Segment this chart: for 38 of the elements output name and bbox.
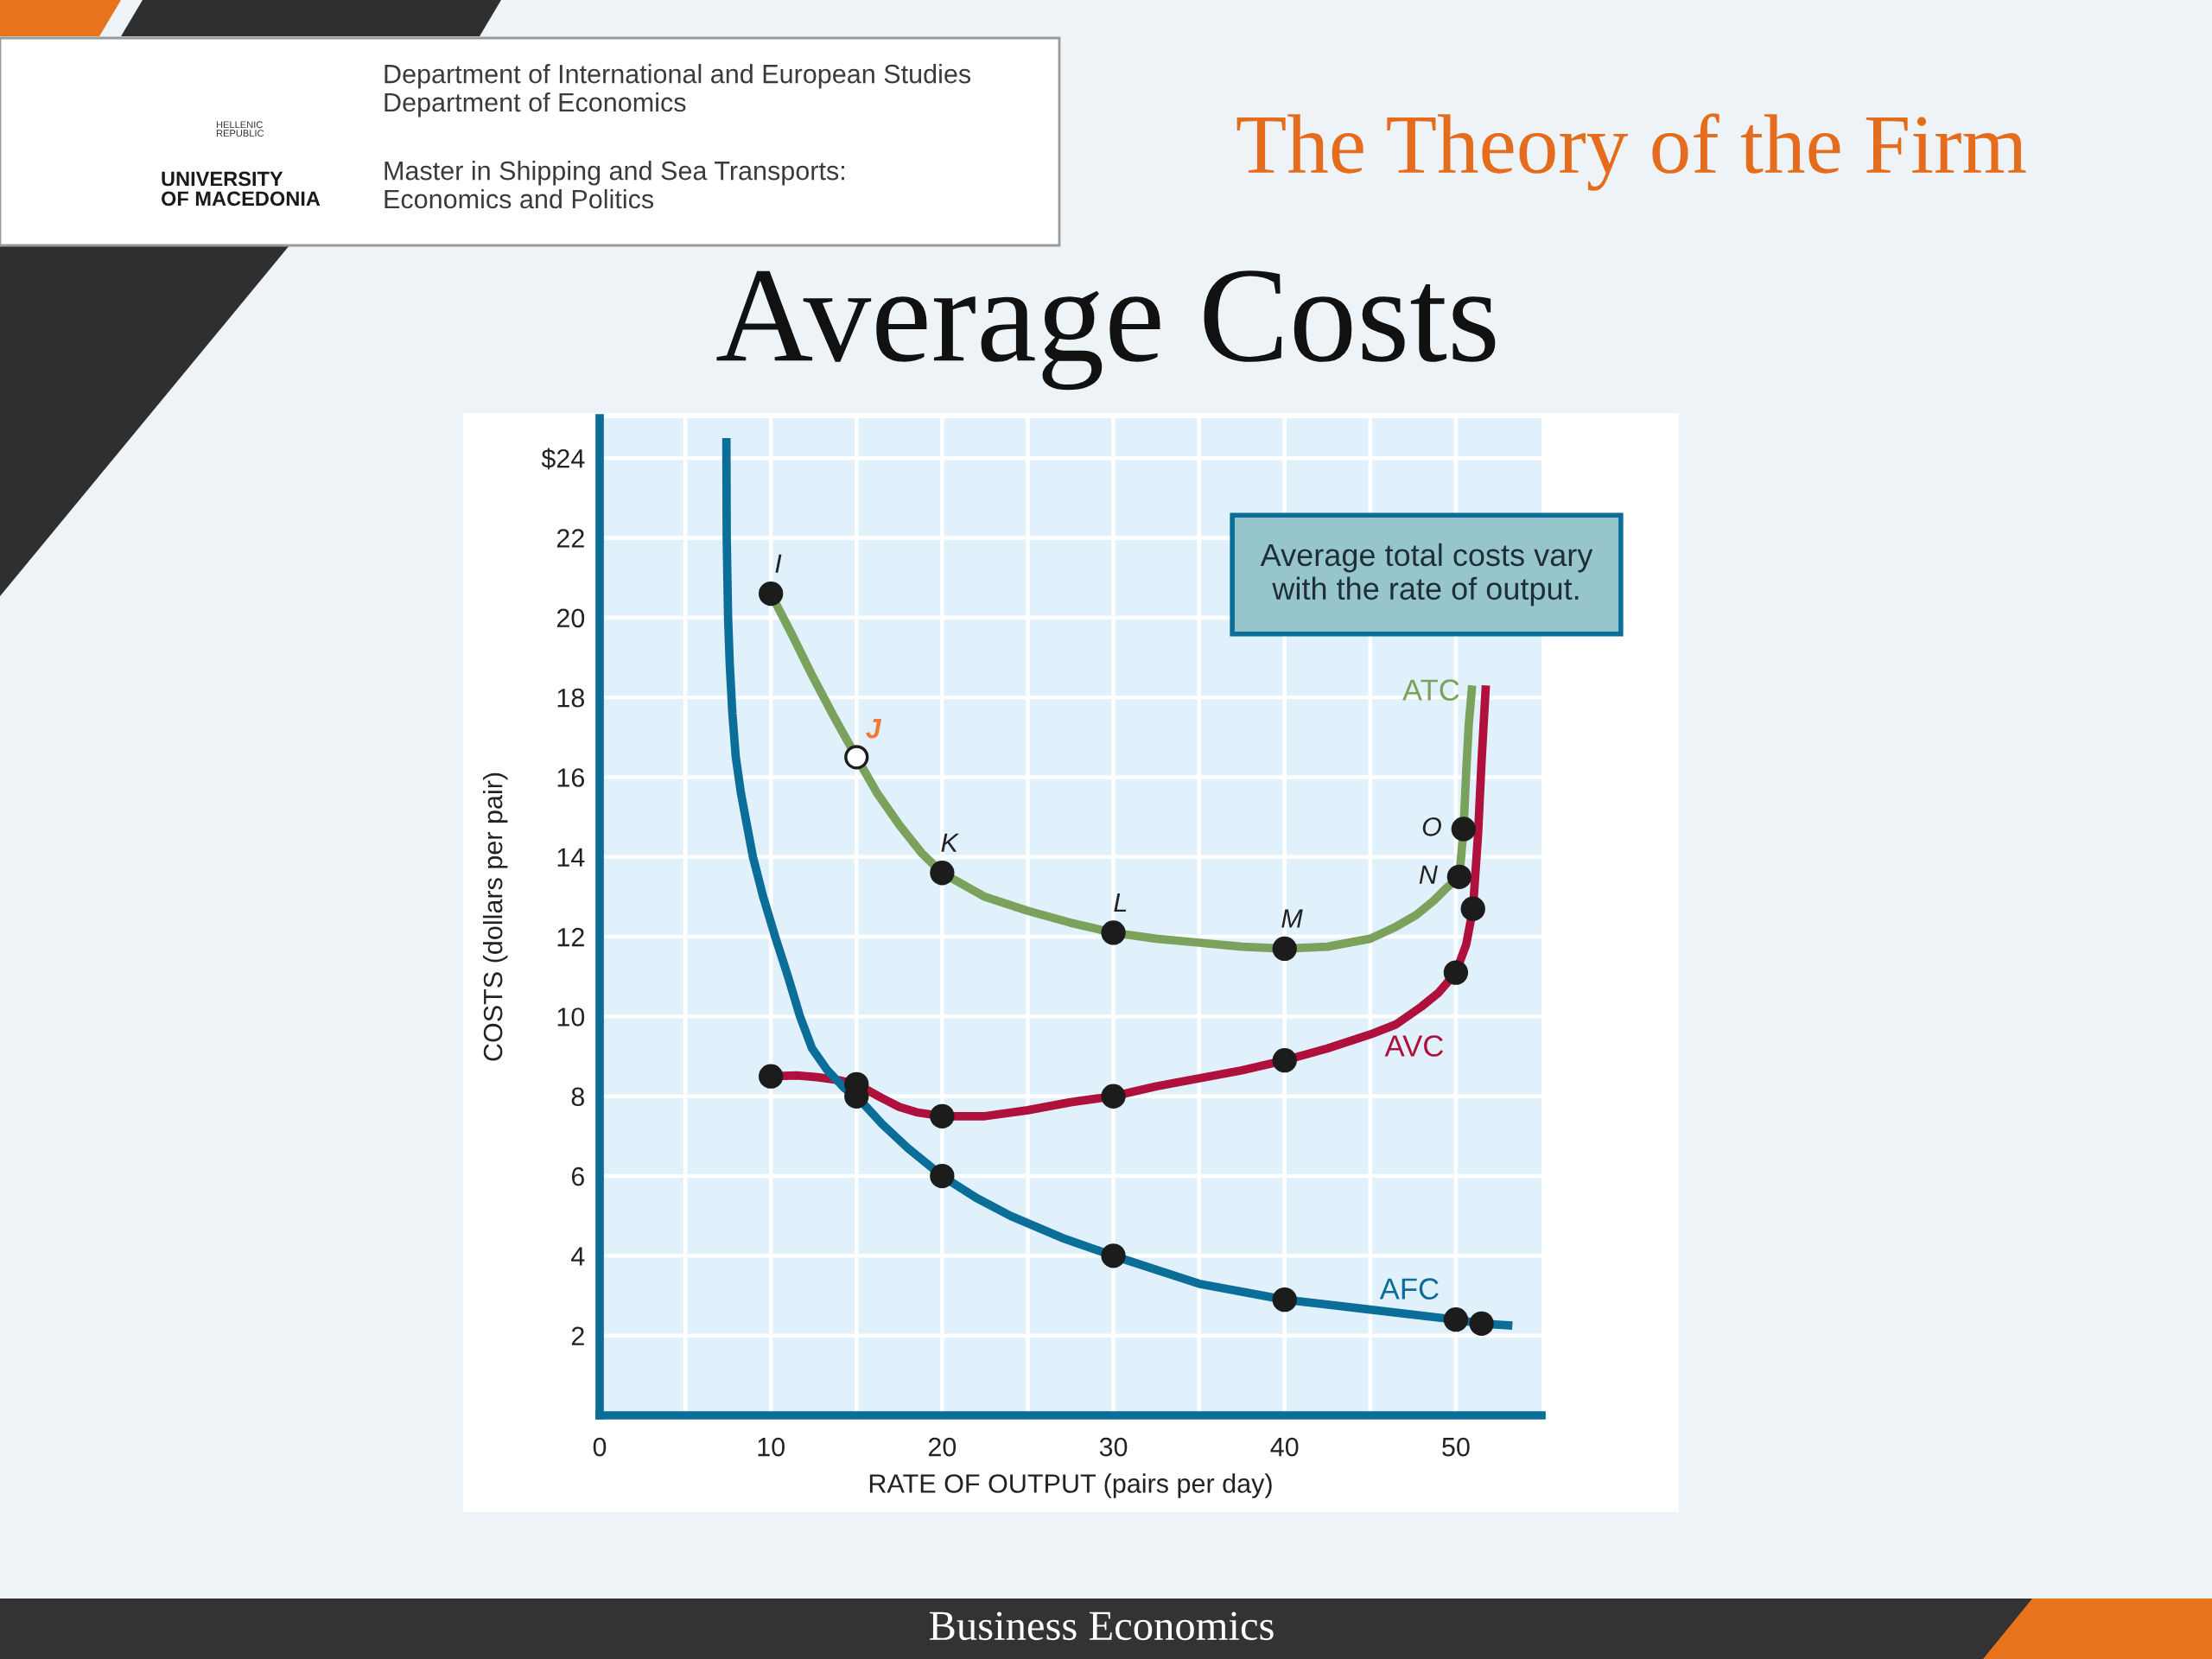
y-tick-label: 14 <box>557 848 585 867</box>
y-tick-label: 6 <box>571 1166 584 1186</box>
annotation: N <box>1419 865 1438 884</box>
series-label: AVC <box>1384 1035 1444 1057</box>
y-tick-label: 20 <box>556 608 585 628</box>
x-tick-label: 40 <box>1270 1437 1299 1457</box>
text: HELLENIC REPUBLIC <box>216 121 264 137</box>
y-tick-label: 16 <box>557 768 584 787</box>
y-axis-title: COSTS (dollars per pair) <box>482 772 508 1061</box>
text: UNIVERSITY OF MACEDONIA <box>161 171 321 207</box>
y-tick-label: 12 <box>557 927 584 947</box>
series-label: AFC <box>1379 1278 1439 1300</box>
x-tick-label: 30 <box>1099 1437 1128 1457</box>
y-tick-label: 8 <box>571 1087 585 1107</box>
y-tick-label: 2 <box>571 1326 584 1345</box>
text: Master in Shipping and Sea Transports: Economics and Politics <box>385 161 844 209</box>
series-label: ATC <box>1402 679 1459 701</box>
x-tick-label: 0 <box>593 1437 607 1457</box>
annotation: Average total costs vary with the rate of output. <box>1260 543 1593 607</box>
series-label: J <box>866 719 882 739</box>
annotation: K <box>941 833 960 852</box>
text: Department of International and European Studies Department of Economics <box>385 64 971 118</box>
x-tick-label: 50 <box>1442 1437 1470 1457</box>
y-tick-label: 18 <box>557 688 585 708</box>
x-tick-label: 20 <box>928 1437 957 1457</box>
y-tick-label: 22 <box>556 529 584 548</box>
annotation: I <box>775 554 782 573</box>
annotation: O <box>1422 817 1441 836</box>
annotation: L <box>1114 893 1127 912</box>
chart-subtitle: Average Costs <box>716 270 1496 391</box>
text: Business Economics <box>929 1611 1274 1641</box>
x-axis-title: RATE OF OUTPUT (pairs per day) <box>869 1473 1272 1498</box>
y-tick-label: 10 <box>557 1007 585 1027</box>
y-tick-label: 4 <box>571 1247 585 1266</box>
annotation: M <box>1281 909 1303 928</box>
y-tick-label: $24 <box>541 448 585 470</box>
chart-title: The Theory of the Firm <box>1236 113 2026 191</box>
x-tick-label: 10 <box>758 1437 785 1457</box>
